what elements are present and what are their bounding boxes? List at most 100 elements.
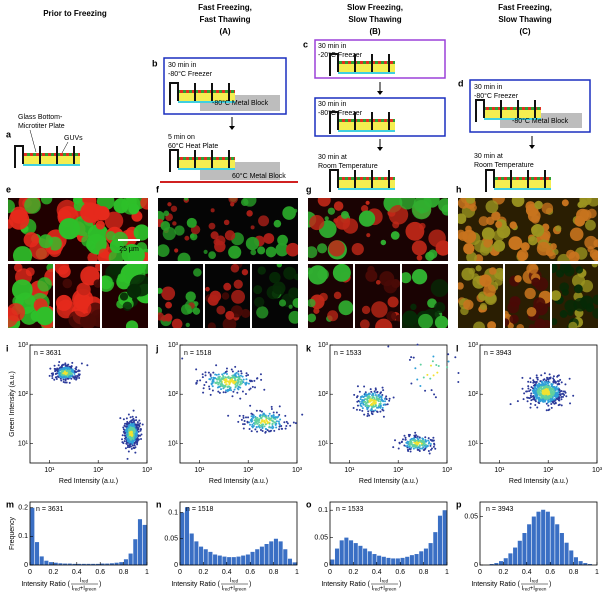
vesicle (509, 221, 517, 229)
scatter-dot (529, 388, 532, 391)
scatter-dot (560, 395, 563, 398)
scatter-dot (271, 420, 274, 423)
scatter-dot (246, 421, 249, 424)
y-tick-label: 10³ (168, 342, 179, 349)
x-axis-label: Red Intensity (a.u.) (509, 478, 568, 485)
x-axis-label: ) (399, 581, 401, 588)
vesicle (224, 230, 236, 241)
micrograph (458, 198, 598, 261)
vesicle (170, 205, 178, 212)
scatter-dot (250, 417, 253, 420)
scatter-dot (424, 436, 427, 439)
scatter-dot (130, 447, 133, 450)
scatter-dot (434, 447, 437, 450)
scatter-dot (552, 386, 555, 389)
scatter-dot (268, 422, 271, 425)
vesicle (293, 273, 298, 281)
scatter-dot (135, 419, 138, 422)
x-axis-label: Red Intensity (a.u.) (59, 478, 118, 485)
scatter-dot (406, 448, 409, 451)
vesicle (317, 198, 331, 207)
scatter-dot (261, 415, 264, 418)
scatter-dot (362, 403, 365, 406)
micrograph (252, 264, 298, 328)
vesicle (555, 225, 562, 232)
subscript: red (223, 587, 230, 592)
scatter-dot (369, 403, 372, 406)
scatter-dot (123, 424, 126, 427)
x-tick-label: 10³ (592, 467, 602, 474)
histogram-bar (269, 541, 274, 565)
scatter-dot (386, 403, 389, 406)
scatter-dot (78, 377, 81, 380)
scatter-dot (267, 416, 270, 419)
histogram-bar (386, 557, 391, 565)
vesicle (165, 301, 172, 309)
scatter-dot (122, 442, 125, 445)
scatter-dot (122, 418, 125, 421)
vesicle (192, 307, 201, 315)
scatter-dot (68, 381, 71, 384)
x-tick-label: 10¹ (344, 467, 355, 474)
histogram-bar (353, 543, 358, 565)
scatter-dot (419, 385, 422, 388)
histogram-bar (245, 554, 250, 565)
scatter-dot (272, 416, 275, 419)
scatter-dot (248, 421, 251, 424)
scatter-dot (215, 373, 218, 376)
scatter-dot (414, 444, 417, 447)
scatter-dot (132, 439, 135, 442)
scatter-dot (224, 371, 227, 374)
scatter-dot (378, 398, 381, 401)
scatter-dot (232, 381, 235, 384)
vesicle (327, 310, 339, 322)
scatter-dot (247, 374, 250, 377)
vesicle (483, 239, 492, 248)
scatter-dot (242, 427, 245, 430)
vesicle (230, 264, 240, 273)
x-tick-label: 10² (93, 467, 104, 474)
scatter-dot (201, 376, 204, 379)
scatter-dot (419, 447, 422, 450)
subscript: green (85, 587, 97, 592)
scatter-dot (259, 373, 262, 376)
scatter-dot (541, 398, 544, 401)
scatter-dot (60, 373, 63, 376)
scatter-dot (275, 420, 278, 423)
histogram-bar (531, 516, 536, 565)
vesicle (8, 209, 30, 230)
vesicle (584, 235, 598, 250)
histogram-bar (142, 524, 147, 565)
vesicle (473, 321, 486, 328)
scatter-dot (74, 375, 77, 378)
scatter-dot (422, 442, 425, 445)
scatter-dot (382, 389, 385, 392)
scatter-dot (544, 397, 547, 400)
scatter-dot (267, 421, 270, 424)
scatter-dot (249, 423, 252, 426)
scatter-dot (195, 368, 198, 371)
vesicle (80, 202, 101, 223)
plate (329, 111, 390, 134)
vesicle (463, 243, 475, 255)
vesicle (216, 305, 226, 315)
scatter-dot (421, 443, 424, 446)
scatter-dot (367, 393, 370, 396)
scatter-dot (544, 381, 547, 384)
scatter-dot (529, 402, 532, 405)
scatter-dot (136, 428, 139, 431)
vesicle (119, 292, 129, 301)
glass-bottom (23, 164, 80, 166)
scatter-dot (559, 378, 562, 381)
scatter-dot (565, 395, 568, 398)
scatter-dot (119, 417, 122, 420)
label: 30 min at (474, 153, 503, 160)
scatter-dot (373, 397, 376, 400)
histogram-bar (442, 510, 447, 565)
vesicle (258, 215, 270, 227)
vesicle (228, 245, 242, 259)
scatter-dot (274, 423, 277, 426)
vesicle (210, 208, 215, 213)
scatter-dot (232, 390, 235, 393)
scatter-dot (49, 367, 52, 370)
